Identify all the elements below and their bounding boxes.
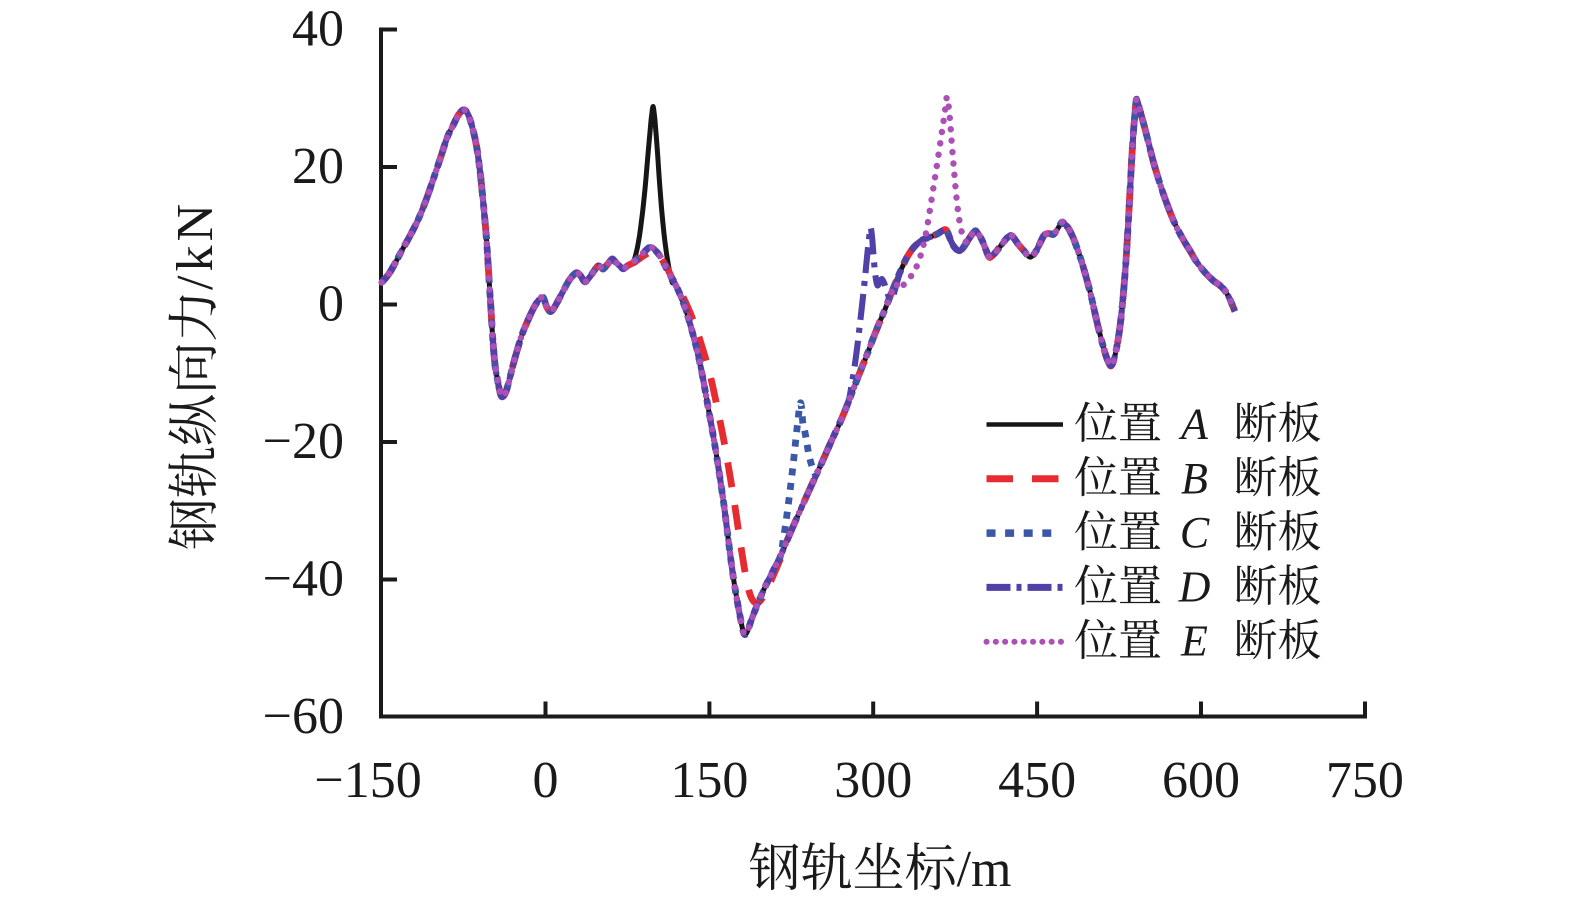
svg-text:−20: −20: [263, 413, 344, 470]
svg-text:/kN: /kN: [167, 200, 224, 290]
svg-text:A: A: [1178, 400, 1209, 449]
svg-text:0: 0: [318, 276, 344, 333]
svg-text:0: 0: [533, 752, 559, 809]
svg-text:−40: −40: [263, 551, 344, 608]
svg-text:−150: −150: [314, 752, 421, 809]
svg-text:B: B: [1181, 454, 1208, 503]
svg-text:−60: −60: [263, 688, 344, 745]
svg-text:40: 40: [292, 1, 344, 58]
svg-text:450: 450: [998, 752, 1076, 809]
svg-text:E: E: [1180, 617, 1208, 666]
svg-text:C: C: [1180, 508, 1210, 557]
svg-text:300: 300: [834, 752, 912, 809]
svg-text:20: 20: [292, 138, 344, 195]
svg-text:/m: /m: [957, 841, 1012, 898]
svg-text:D: D: [1178, 562, 1211, 611]
svg-text:150: 150: [670, 752, 748, 809]
svg-text:750: 750: [1326, 752, 1404, 809]
svg-text:600: 600: [1162, 752, 1240, 809]
